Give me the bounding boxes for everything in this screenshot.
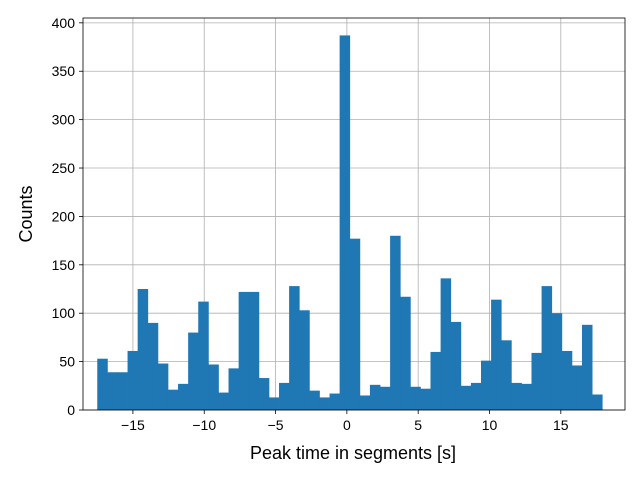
histogram-bar-20 <box>299 310 310 410</box>
histogram-bar-17 <box>268 397 280 410</box>
y-tick-label-3: 150 <box>52 257 76 273</box>
y-tick-label-6: 300 <box>52 112 76 128</box>
y-tick-label-5: 250 <box>52 160 76 176</box>
histogram-bar-41 <box>511 382 522 410</box>
y-tick-label-4: 200 <box>52 208 76 224</box>
x-tick-label-1: −10 <box>192 417 216 433</box>
histogram-bar-10 <box>198 301 209 410</box>
histogram-bar-39 <box>491 299 502 410</box>
x-axis-ticks: −15 −10 −5 0 5 10 15 <box>121 410 569 433</box>
x-tick-label-2: −5 <box>268 417 284 433</box>
histogram-bar-26 <box>359 395 371 410</box>
histogram-bars <box>97 35 603 411</box>
histogram-bar-15 <box>248 291 260 410</box>
histogram-bar-36 <box>460 385 472 410</box>
y-axis-ticks: 0 50 100 150 200 250 300 350 400 <box>52 15 83 418</box>
y-tick-label-0: 0 <box>67 402 75 418</box>
histogram-bar-30 <box>400 296 411 410</box>
histogram-bar-0 <box>97 358 108 410</box>
histogram-bar-19 <box>289 286 300 410</box>
x-tick-label-0: −15 <box>121 417 145 433</box>
histogram-bar-33 <box>430 351 442 410</box>
histogram-bar-22 <box>319 397 330 410</box>
histogram-bar-29 <box>390 235 401 410</box>
histogram-bar-47 <box>571 365 583 410</box>
histogram-bar-42 <box>521 383 532 410</box>
histogram-bar-48 <box>581 324 593 410</box>
histogram-bar-11 <box>208 364 219 410</box>
histogram-bar-27 <box>369 384 381 410</box>
histogram-bar-43 <box>531 352 542 410</box>
histogram-bar-6 <box>157 363 169 410</box>
histogram-bar-32 <box>420 388 431 410</box>
y-tick-label-2: 100 <box>52 305 76 321</box>
histogram-bar-12 <box>218 392 229 410</box>
y-tick-label-7: 350 <box>52 63 76 79</box>
y-tick-label-1: 50 <box>59 354 75 370</box>
x-tick-label-6: 15 <box>553 417 569 433</box>
plot-frame <box>82 17 626 411</box>
histogram-bar-38 <box>480 360 492 410</box>
histogram-bar-44 <box>541 286 553 410</box>
histogram-bar-3 <box>127 350 139 410</box>
histogram-bar-1 <box>107 372 118 410</box>
histogram-bar-7 <box>167 389 179 410</box>
histogram-bar-37 <box>470 382 482 410</box>
histogram-bar-25 <box>349 238 361 410</box>
histogram-bar-34 <box>440 278 452 410</box>
histogram-bar-18 <box>279 382 290 410</box>
histogram-bar-49 <box>592 394 603 410</box>
histogram-bar-23 <box>329 393 341 410</box>
histogram-bar-46 <box>561 350 573 410</box>
histogram-bar-2 <box>117 372 128 410</box>
y-tick-label-8: 400 <box>52 15 76 31</box>
histogram-bar-45 <box>551 313 563 410</box>
histogram-bar-8 <box>178 383 189 410</box>
x-tick-label-3: 0 <box>343 417 351 433</box>
x-tick-label-5: 10 <box>482 417 498 433</box>
histogram-bar-4 <box>137 289 149 410</box>
histogram-bar-31 <box>410 386 421 410</box>
y-axis-label: Counts <box>16 185 36 242</box>
histogram-bar-40 <box>501 340 512 410</box>
x-tick-label-4: 5 <box>414 417 422 433</box>
histogram-bar-35 <box>450 321 462 410</box>
histogram-bar-5 <box>147 322 159 410</box>
histogram-bar-21 <box>309 390 320 410</box>
histogram-bar-9 <box>188 332 199 410</box>
histogram-bar-24 <box>339 35 351 411</box>
x-axis-label: Peak time in segments [s] <box>250 443 456 463</box>
histogram-bar-16 <box>258 378 270 410</box>
histogram-bar-14 <box>238 291 250 410</box>
histogram-bar-28 <box>380 386 391 410</box>
histogram-bar-13 <box>228 368 240 410</box>
